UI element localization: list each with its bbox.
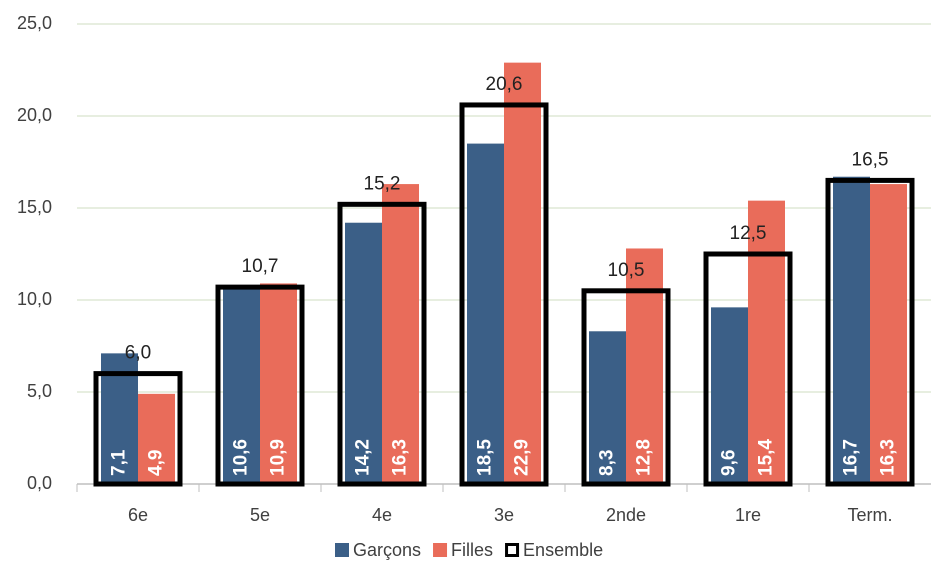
bar — [467, 143, 504, 484]
x-tick-label: 4e — [372, 505, 392, 525]
data-label: 18,5 — [475, 439, 496, 476]
y-tick-label: 25,0 — [17, 13, 52, 33]
bar — [626, 248, 663, 484]
bar — [260, 283, 297, 484]
legend-label: Garçons — [353, 540, 421, 560]
y-tick-label: 10,0 — [17, 289, 52, 309]
data-label: 8,3 — [597, 450, 618, 476]
data-label: 10,6 — [231, 439, 252, 476]
legend-swatch — [335, 543, 349, 557]
data-label: 10,7 — [242, 256, 279, 277]
bar — [748, 200, 785, 484]
x-tick-label: 5e — [250, 505, 270, 525]
outline-bar — [215, 284, 305, 487]
bar — [833, 176, 870, 484]
data-label: 4,9 — [146, 450, 167, 476]
data-label: 16,3 — [878, 439, 899, 476]
data-label: 16,3 — [390, 439, 411, 476]
bar — [382, 184, 419, 484]
bar — [504, 62, 541, 484]
data-label: 10,5 — [608, 260, 645, 281]
legend-swatch — [433, 543, 448, 557]
bar — [870, 184, 907, 484]
x-tick-label: Term. — [848, 505, 893, 525]
bar — [138, 393, 175, 484]
x-tick-label: 2nde — [606, 505, 646, 525]
data-label: 20,6 — [486, 74, 523, 95]
legend-label: Ensemble — [523, 540, 603, 560]
data-label: 7,1 — [109, 449, 130, 476]
x-tick-label: 3e — [494, 505, 514, 525]
data-label: 16,7 — [841, 439, 862, 476]
data-label: 22,9 — [512, 439, 533, 476]
bar — [589, 331, 626, 484]
outline-bar — [459, 102, 549, 487]
y-tick-label: 0,0 — [27, 473, 52, 493]
bar — [345, 222, 382, 484]
data-label: 6,0 — [125, 343, 151, 364]
data-label: 12,8 — [634, 439, 655, 476]
data-label: 14,2 — [353, 439, 374, 476]
data-label: 9,6 — [719, 450, 740, 476]
outline-bar — [337, 201, 427, 487]
legend-swatch — [505, 543, 520, 557]
data-label: 15,2 — [364, 173, 401, 194]
y-tick-label: 5,0 — [27, 381, 52, 401]
y-tick-label: 15,0 — [17, 197, 52, 217]
outline-bar — [703, 251, 793, 487]
legend: Garçons Filles Ensemble — [335, 540, 603, 560]
outline-bar — [581, 288, 671, 487]
x-tick-label: 6e — [128, 505, 148, 525]
data-label: 16,5 — [852, 149, 889, 170]
bar — [711, 307, 748, 484]
data-label: 15,4 — [756, 439, 777, 476]
x-tick-label: 1re — [735, 505, 761, 525]
legend-label: Filles — [451, 540, 493, 560]
bar — [223, 288, 260, 484]
outline-bar — [825, 177, 915, 487]
y-tick-label: 20,0 — [17, 105, 52, 125]
outline-bar — [93, 371, 183, 487]
data-label: 12,5 — [730, 223, 767, 244]
data-label: 10,9 — [268, 439, 289, 476]
